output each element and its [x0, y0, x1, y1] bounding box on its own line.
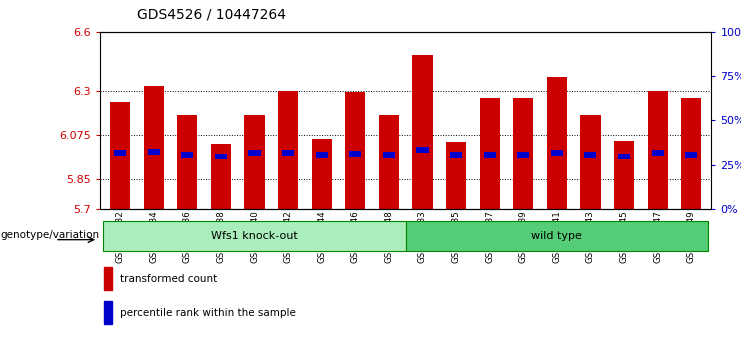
Bar: [104, 221, 406, 251]
Bar: [147, 149, 160, 155]
Bar: [416, 147, 428, 153]
Bar: [651, 150, 664, 155]
Bar: [110, 102, 130, 209]
Bar: [614, 141, 634, 209]
Bar: [282, 150, 294, 155]
Bar: [446, 142, 466, 209]
Bar: [177, 115, 197, 209]
Bar: [312, 139, 332, 209]
Bar: [585, 152, 597, 158]
Bar: [379, 115, 399, 209]
Bar: [383, 152, 395, 158]
Bar: [648, 91, 668, 209]
Bar: [211, 144, 231, 209]
Bar: [182, 152, 193, 158]
Bar: [551, 150, 563, 155]
Bar: [681, 98, 701, 209]
Text: genotype/variation: genotype/variation: [1, 230, 100, 240]
Bar: [104, 267, 112, 290]
Bar: [450, 152, 462, 158]
Bar: [618, 154, 630, 160]
Bar: [248, 150, 261, 155]
Bar: [316, 152, 328, 158]
Bar: [514, 98, 534, 209]
Bar: [345, 92, 365, 209]
Bar: [580, 115, 600, 209]
Bar: [144, 86, 164, 209]
Bar: [104, 301, 112, 324]
Text: GDS4526 / 10447264: GDS4526 / 10447264: [137, 7, 286, 21]
Text: Wfs1 knock-out: Wfs1 knock-out: [211, 231, 298, 241]
Bar: [114, 150, 126, 155]
Bar: [406, 221, 708, 251]
Bar: [547, 77, 567, 209]
Bar: [484, 152, 496, 158]
Text: percentile rank within the sample: percentile rank within the sample: [120, 308, 296, 318]
Bar: [349, 151, 362, 156]
Bar: [685, 152, 697, 158]
Text: wild type: wild type: [531, 231, 582, 241]
Bar: [413, 56, 433, 209]
Bar: [479, 98, 499, 209]
Text: transformed count: transformed count: [120, 274, 218, 284]
Bar: [245, 115, 265, 209]
Bar: [278, 91, 298, 209]
Bar: [517, 152, 529, 158]
Bar: [215, 154, 227, 160]
